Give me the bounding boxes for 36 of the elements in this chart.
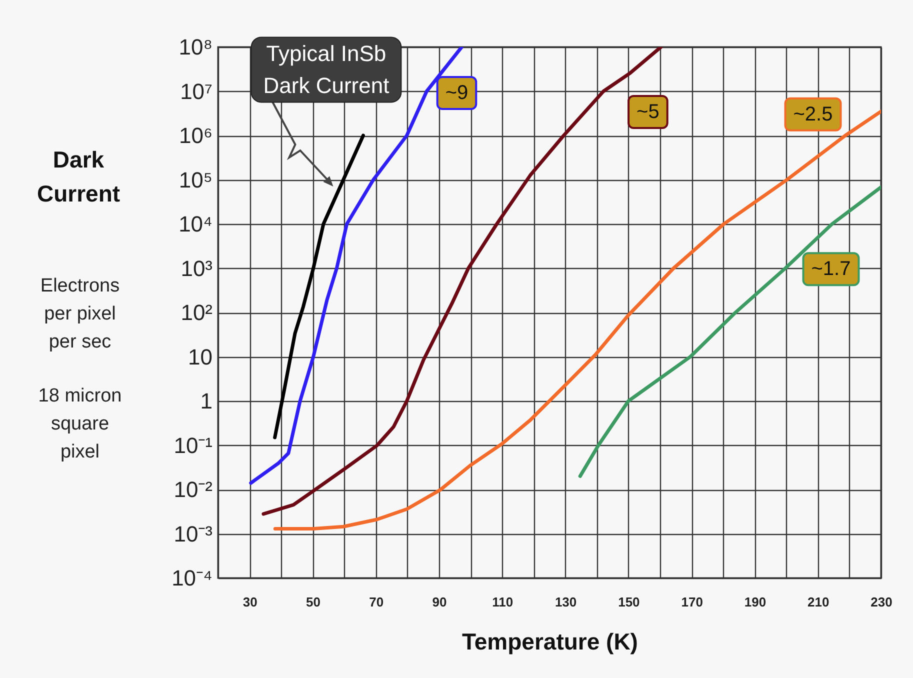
x-tick-label: 110 bbox=[492, 594, 514, 610]
y-tick-label: 10⁷ bbox=[180, 78, 213, 104]
y-axis-title: Dark Current bbox=[36, 146, 120, 206]
line-series bbox=[262, 47, 663, 516]
y-tick-label: 10⁶ bbox=[178, 123, 212, 148]
x-tick-label: 230 bbox=[870, 594, 892, 610]
x-tick-label: 130 bbox=[554, 594, 577, 610]
x-tick-label: 190 bbox=[744, 594, 766, 610]
series-label: ~9 bbox=[445, 82, 468, 104]
x-tick-label: 210 bbox=[808, 594, 830, 610]
series-label: ~1.7 bbox=[811, 258, 851, 280]
series-label: ~2.5 bbox=[793, 103, 833, 126]
y-tick-label: 10³ bbox=[180, 256, 212, 281]
x-tick-label: 50 bbox=[306, 594, 320, 610]
x-tick-label: 70 bbox=[369, 594, 384, 610]
y-tick-label: 1 bbox=[200, 388, 212, 414]
series-label: ~5 bbox=[636, 101, 660, 123]
y-tick-label: 10⁻¹ bbox=[174, 432, 212, 458]
y-tick-label: 10 bbox=[188, 344, 212, 370]
x-axis-title: Temperature (K) bbox=[462, 628, 638, 654]
y-tick-label: 10² bbox=[180, 300, 212, 325]
text: Typical InSb Dark Current bbox=[263, 41, 390, 98]
x-tick-label: 30 bbox=[242, 594, 258, 610]
y-tick-label: 10⁻² bbox=[174, 477, 212, 502]
x-tick-label: 150 bbox=[618, 594, 640, 610]
line-series bbox=[578, 185, 881, 478]
line-series bbox=[273, 134, 365, 440]
y-tick-label: 10⁻⁴ bbox=[172, 566, 212, 590]
y-tick-label: 10⁸ bbox=[178, 34, 212, 60]
x-tick-label: 170 bbox=[681, 594, 703, 610]
y-tick-label: 10⁵ bbox=[178, 167, 212, 192]
text: 18 micron square pixel bbox=[38, 386, 122, 463]
y-tick-label: 10⁴ bbox=[178, 212, 212, 236]
text: Electrons per pixel per sec bbox=[40, 276, 120, 353]
x-tick-label: 90 bbox=[432, 594, 447, 610]
y-tick-label: 10⁻³ bbox=[174, 521, 212, 546]
